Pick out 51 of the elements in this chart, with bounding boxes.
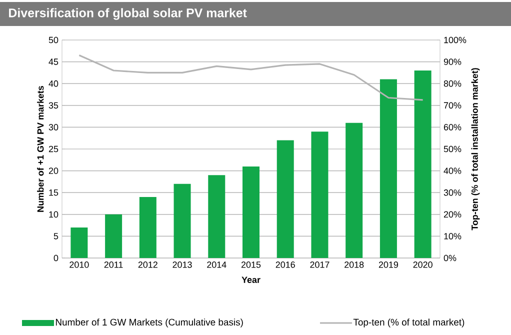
bar <box>346 122 363 258</box>
bar <box>139 196 156 258</box>
y2-tick-label: 70% <box>444 102 462 109</box>
x-tick-label: 2019 <box>378 262 398 268</box>
x-tick-label: 2015 <box>241 262 261 268</box>
y2-tick-label: 100% <box>444 36 466 44</box>
y2-tick-label: 60% <box>444 124 462 130</box>
y2-tick-label: 20% <box>444 211 462 218</box>
line-series <box>78 54 424 101</box>
y-tick-label: 5 <box>54 233 58 240</box>
y2-tick-label: 0% <box>444 254 456 262</box>
x-tick-label: 2010 <box>70 262 89 268</box>
x-tick-label: 2011 <box>104 262 123 268</box>
y-tick-label: 30 <box>48 124 58 130</box>
y2-tick-label: 50% <box>444 146 462 152</box>
y-tick-label: 10 <box>49 211 58 218</box>
y-axis-title: Number of +1 GW PV markets <box>37 86 44 212</box>
x-tick-label: 2014 <box>207 262 226 268</box>
y-tick-label: 25 <box>48 146 58 152</box>
bar <box>105 214 122 258</box>
x-tick-label: 2016 <box>276 262 295 268</box>
y2-axis-title: Top-ten (% of total installation market) <box>471 68 480 230</box>
y-tick-label: 15 <box>49 189 58 196</box>
bar <box>276 140 294 258</box>
x-tick-label: 2017 <box>310 262 330 268</box>
bar <box>380 79 397 258</box>
legend-label: Number of 1 GW Markets (Cumulative basis) <box>56 318 243 328</box>
y-tick-label: 20 <box>48 168 58 174</box>
bar <box>208 175 226 258</box>
y-tick-label: 40 <box>48 80 58 87</box>
x-tick-label: 2012 <box>138 262 158 268</box>
x-tick-label: 2020 <box>413 262 432 268</box>
y2-tick-label: 80% <box>444 80 462 87</box>
x-axis-title: Year <box>242 276 260 283</box>
y-tick-label: 0 <box>54 254 58 262</box>
y-tick-label: 35 <box>48 102 58 109</box>
y2-tick-label: 90% <box>444 58 462 65</box>
y-tick-label: 45 <box>48 58 58 65</box>
x-tick-label: 2018 <box>344 262 364 268</box>
bar <box>242 166 260 258</box>
y-tick-label: 50 <box>48 36 58 44</box>
chart-title: Diversification of global solar PV market <box>9 8 247 20</box>
bar <box>311 132 328 258</box>
y2-tick-label: 10% <box>444 233 462 240</box>
y2-tick-label: 30% <box>444 189 462 196</box>
bar <box>174 184 191 258</box>
bar <box>70 227 88 258</box>
legend-label: Top-ten (% of total market) <box>353 318 464 328</box>
x-tick-label: 2013 <box>172 262 192 268</box>
y2-tick-label: 40% <box>444 168 462 174</box>
bar <box>414 70 432 258</box>
